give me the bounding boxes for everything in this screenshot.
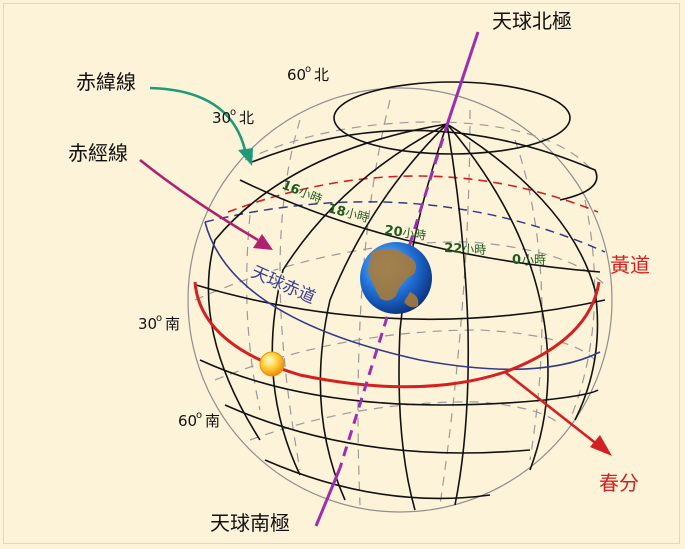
parallel-15n bbox=[195, 284, 606, 321]
lat60n-label: 60 o 北 bbox=[287, 64, 329, 84]
meridian-16h bbox=[271, 123, 448, 476]
frame bbox=[3, 3, 680, 544]
lat30n-label: 30 o 北 bbox=[212, 107, 254, 127]
lat30n-dir: 北 bbox=[239, 109, 254, 127]
parallel-label: 赤緯線 bbox=[76, 70, 136, 94]
lat30n-number: 30 bbox=[212, 109, 231, 127]
meridian-22h bbox=[446, 123, 470, 506]
parallel-30s bbox=[224, 404, 531, 454]
parallel-60n bbox=[333, 81, 571, 155]
meridian-14h bbox=[207, 123, 448, 441]
parallel-45n bbox=[251, 129, 598, 201]
svg-text:小時: 小時 bbox=[297, 185, 325, 207]
ra-label-16h: 16 小時 bbox=[280, 178, 325, 207]
parallel-pointer-arrow bbox=[149, 86, 253, 166]
axis-south bbox=[314, 467, 342, 527]
meridian-18h bbox=[319, 123, 448, 501]
lat60s-number: 60 bbox=[178, 412, 197, 430]
lat60s-dir: 南 bbox=[205, 412, 220, 430]
lat30s-dir: 南 bbox=[165, 315, 180, 333]
svg-text:小時: 小時 bbox=[522, 253, 546, 267]
meridian-pointer-arrow bbox=[139, 158, 273, 250]
sphere-outline bbox=[187, 87, 613, 513]
lat60n-number: 60 bbox=[287, 66, 306, 84]
svg-text:小時: 小時 bbox=[344, 206, 371, 225]
svg-text:18: 18 bbox=[326, 201, 347, 220]
axis-dashed bbox=[338, 121, 450, 469]
lat60s-label: 60 o 南 bbox=[178, 410, 220, 430]
meridians bbox=[207, 123, 599, 511]
meridian-2h bbox=[446, 123, 599, 421]
svg-text:20: 20 bbox=[383, 223, 403, 240]
lat60s-degree: o bbox=[196, 410, 202, 421]
parallel-60s bbox=[264, 459, 491, 500]
ra-label-18h: 18 小時 bbox=[326, 201, 371, 225]
ra-label-22h: 22 小時 bbox=[444, 241, 487, 257]
svg-text:0: 0 bbox=[512, 253, 521, 268]
vernal-equinox-label: 春分 bbox=[599, 471, 639, 495]
lat30s-number: 30 bbox=[138, 315, 157, 333]
ecliptic-line bbox=[193, 281, 601, 389]
svg-text:小時: 小時 bbox=[462, 242, 487, 257]
meridian-label: 赤經線 bbox=[68, 141, 128, 165]
celestial-equator bbox=[204, 221, 601, 371]
hidden-grid bbox=[194, 99, 606, 506]
earth bbox=[360, 242, 432, 314]
parallels bbox=[195, 81, 606, 500]
vernal-equinox-arrow bbox=[504, 370, 612, 456]
lat30s-degree: o bbox=[156, 313, 162, 324]
ra-label-0h: 0 小時 bbox=[512, 253, 546, 268]
lat30n-degree: o bbox=[230, 107, 236, 118]
axis-north bbox=[446, 31, 480, 123]
meridian-0h bbox=[446, 123, 549, 471]
parallel-15s bbox=[199, 359, 599, 406]
ra-label-20h: 20 小時 bbox=[383, 223, 427, 243]
lat60n-degree: o bbox=[305, 64, 311, 75]
sun bbox=[259, 351, 285, 377]
north-pole-label: 天球北極 bbox=[492, 9, 572, 33]
lat60n-dir: 北 bbox=[314, 66, 329, 84]
svg-text:22: 22 bbox=[444, 241, 463, 257]
ecliptic-label: 黃道 bbox=[610, 253, 650, 277]
ecliptic-back bbox=[227, 175, 599, 213]
lat30s-label: 30 o 南 bbox=[138, 313, 180, 333]
svg-text:小時: 小時 bbox=[401, 226, 427, 243]
parallel-30n bbox=[239, 179, 601, 273]
svg-text:16: 16 bbox=[280, 178, 302, 199]
south-pole-label: 天球南極 bbox=[210, 511, 290, 535]
